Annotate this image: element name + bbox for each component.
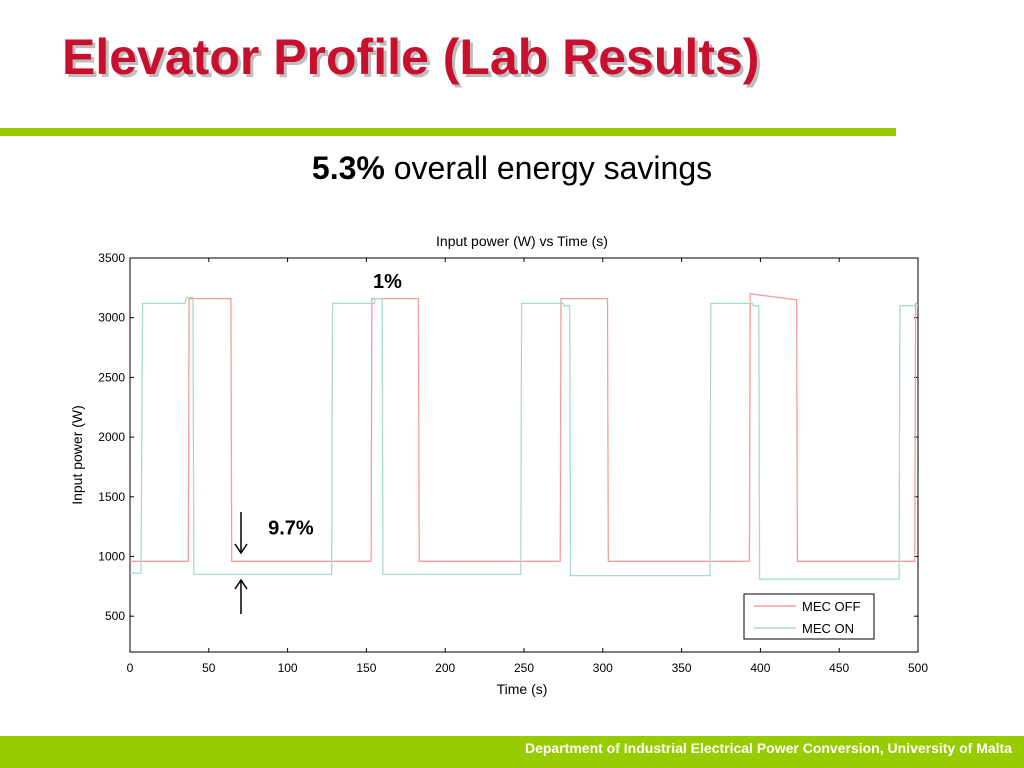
legend-label-mec-off: MEC OFF	[802, 599, 861, 614]
plot-frame	[129, 257, 919, 653]
legend-box	[743, 593, 875, 640]
x-tick-label: 0	[127, 661, 134, 675]
x-tick-label: 250	[514, 661, 534, 675]
axis-ticks: 0 50 100 150 200 250 300 350 400 450 500 500 1000 150…	[98, 251, 928, 675]
x-tick-label: 150	[356, 661, 376, 675]
footer-text: Department of Industrial Electrical Powe…	[524, 740, 1012, 756]
chart-legend: MEC OFF MEC ON	[743, 593, 875, 640]
series-line-mec-on	[130, 296, 918, 580]
y-tick-label: 3500	[98, 251, 125, 265]
x-tick-label: 300	[593, 661, 613, 675]
down-arrow-icon	[234, 512, 248, 555]
x-tick-label: 350	[672, 661, 692, 675]
annotations: 1% 9.7%	[234, 271, 402, 614]
annotation-one-percent: 1%	[373, 271, 402, 293]
power-chart: Input power (W) vs Time (s) Time (s) Inp…	[69, 233, 928, 697]
up-arrow-icon	[234, 578, 248, 614]
y-tick-label: 2000	[98, 430, 125, 444]
x-tick-label: 500	[908, 661, 928, 675]
legend-label-mec-on: MEC ON	[802, 621, 854, 636]
x-tick-label: 200	[435, 661, 455, 675]
series-line-mec-off	[130, 293, 919, 562]
series-layer	[130, 293, 919, 580]
headline: 5.3% overall energy savings	[0, 150, 1024, 187]
slide-title: Elevator Profile (Lab Results)	[62, 29, 760, 85]
chart-title: Input power (W) vs Time (s)	[436, 233, 608, 249]
title-divider	[0, 128, 896, 136]
y-tick-label: 1000	[98, 549, 125, 563]
y-tick-label: 3000	[98, 311, 125, 325]
headline-text: overall energy savings	[393, 150, 713, 186]
x-tick-label: 450	[829, 661, 849, 675]
y-axis-label: Input power (W)	[69, 405, 85, 505]
footer-bar	[0, 736, 1024, 768]
headline-value: 5.3%	[311, 150, 385, 186]
x-tick-label: 50	[202, 661, 216, 675]
x-axis-label: Time (s)	[497, 681, 548, 697]
y-tick-label: 500	[105, 609, 125, 623]
x-tick-label: 100	[278, 661, 298, 675]
x-tick-label: 400	[750, 661, 770, 675]
y-tick-label: 2500	[98, 370, 125, 384]
y-tick-label: 1500	[98, 490, 125, 504]
annotation-nine-point-seven-percent: 9.7%	[268, 517, 314, 539]
